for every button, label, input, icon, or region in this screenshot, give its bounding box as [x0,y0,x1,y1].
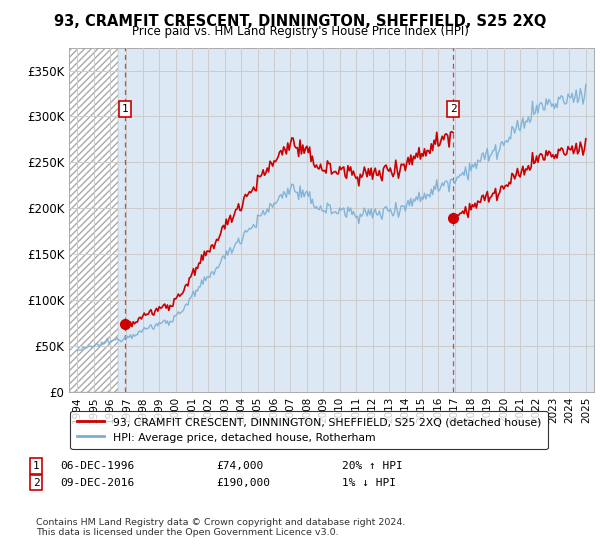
Text: 93, CRAMFIT CRESCENT, DINNINGTON, SHEFFIELD, S25 2XQ: 93, CRAMFIT CRESCENT, DINNINGTON, SHEFFI… [54,14,546,29]
Text: 2: 2 [450,104,457,114]
Text: 1: 1 [32,461,40,471]
Text: 09-DEC-2016: 09-DEC-2016 [60,478,134,488]
Text: Contains HM Land Registry data © Crown copyright and database right 2024.
This d: Contains HM Land Registry data © Crown c… [36,518,406,538]
Text: 2: 2 [32,478,40,488]
Text: £74,000: £74,000 [216,461,263,471]
Text: 1% ↓ HPI: 1% ↓ HPI [342,478,396,488]
Bar [69,48,118,392]
Bar [69,48,118,392]
Text: 1: 1 [122,104,128,114]
Text: 20% ↑ HPI: 20% ↑ HPI [342,461,403,471]
Text: Price paid vs. HM Land Registry's House Price Index (HPI): Price paid vs. HM Land Registry's House … [131,25,469,38]
Text: £190,000: £190,000 [216,478,270,488]
Legend: 93, CRAMFIT CRESCENT, DINNINGTON, SHEFFIELD, S25 2XQ (detached house), HPI: Aver: 93, CRAMFIT CRESCENT, DINNINGTON, SHEFFI… [70,410,548,449]
Text: 06-DEC-1996: 06-DEC-1996 [60,461,134,471]
